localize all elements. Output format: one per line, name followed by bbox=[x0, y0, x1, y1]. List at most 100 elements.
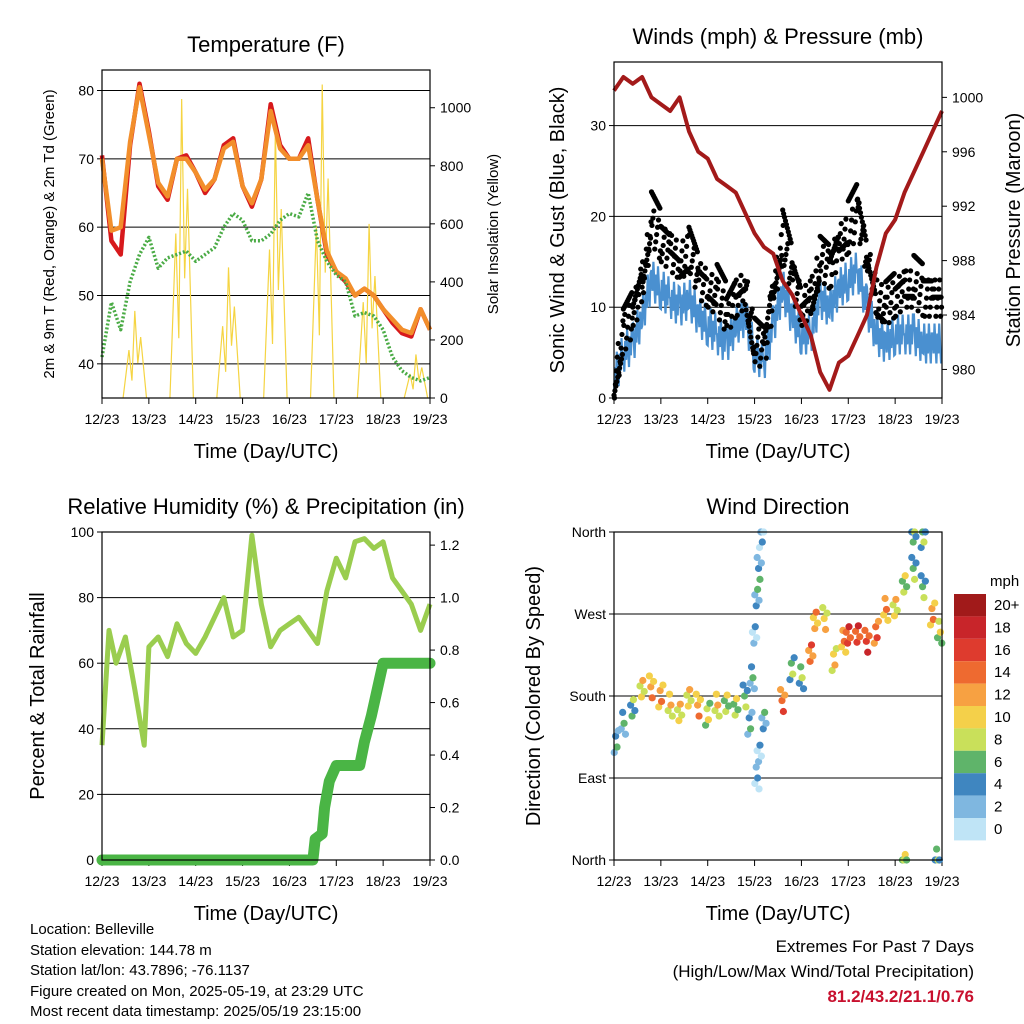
gust-point bbox=[819, 251, 826, 258]
direction-point bbox=[929, 615, 937, 624]
gust-point bbox=[857, 241, 863, 247]
gust-point bbox=[708, 280, 714, 286]
direction-point bbox=[758, 714, 766, 722]
gust-point bbox=[916, 300, 922, 306]
gust-point bbox=[754, 342, 760, 348]
gust-point bbox=[718, 302, 724, 308]
gust-point bbox=[646, 248, 652, 254]
direction-point bbox=[898, 577, 907, 585]
gust-point bbox=[880, 310, 887, 317]
gust-point bbox=[769, 308, 775, 314]
gust-point bbox=[618, 345, 624, 351]
direction-point bbox=[754, 585, 762, 594]
gust-point bbox=[657, 205, 663, 211]
direction-point bbox=[752, 763, 760, 771]
gust-point bbox=[757, 363, 763, 369]
gust-point bbox=[647, 241, 653, 247]
gust-point bbox=[813, 268, 819, 274]
y2-tick-label: 0.8 bbox=[440, 642, 460, 658]
gust-point bbox=[802, 292, 808, 298]
series-t9m bbox=[99, 84, 433, 336]
direction-point bbox=[837, 643, 846, 651]
x-tick-label: 14/23 bbox=[690, 873, 725, 889]
gust-point bbox=[714, 286, 721, 292]
gust-point bbox=[882, 319, 888, 325]
direction-point bbox=[657, 697, 666, 706]
gust-point bbox=[756, 326, 762, 332]
direction-point bbox=[753, 747, 761, 755]
direction-point bbox=[702, 721, 710, 729]
direction-point bbox=[889, 601, 897, 609]
gust-point bbox=[907, 277, 913, 283]
gust-point bbox=[862, 232, 868, 239]
legend-label: 16 bbox=[994, 642, 1011, 659]
x-tick-label: 16/23 bbox=[784, 411, 819, 427]
gust-point bbox=[653, 239, 659, 245]
gust-point bbox=[690, 251, 696, 258]
direction-point bbox=[734, 706, 742, 714]
direction-point bbox=[647, 683, 655, 691]
gust-point bbox=[771, 295, 777, 301]
gust-point bbox=[908, 304, 915, 310]
direction-point bbox=[720, 696, 728, 705]
gust-point bbox=[833, 270, 839, 276]
gust-point bbox=[680, 238, 686, 244]
direction-point bbox=[750, 685, 758, 693]
direction-point bbox=[820, 614, 828, 623]
extremes-box: Extremes For Past 7 Days (High/Low/Max W… bbox=[673, 934, 974, 1009]
gust-point bbox=[615, 340, 621, 347]
direction-point bbox=[712, 690, 720, 698]
direction-point bbox=[640, 687, 648, 696]
direction-point bbox=[754, 774, 762, 782]
gust-point bbox=[669, 232, 675, 239]
gust-point bbox=[623, 346, 629, 352]
gust-point bbox=[669, 270, 676, 276]
x-tick-label: 14/23 bbox=[178, 873, 213, 889]
panel-title: Wind Direction bbox=[706, 494, 849, 519]
direction-point bbox=[920, 594, 928, 602]
panel-temperature: Temperature (F)4050607080020040060080010… bbox=[41, 32, 502, 463]
series-t2m bbox=[99, 81, 433, 339]
gust-point bbox=[619, 331, 625, 338]
gust-point bbox=[629, 290, 635, 296]
gust-point bbox=[867, 251, 873, 258]
gust-point bbox=[852, 219, 858, 225]
gust-point bbox=[617, 360, 624, 367]
direction-point bbox=[683, 691, 691, 699]
direction-point bbox=[829, 650, 838, 658]
direction-point bbox=[909, 538, 917, 546]
direction-point bbox=[779, 707, 787, 716]
plot-border bbox=[101, 531, 431, 861]
gust-point bbox=[784, 246, 790, 252]
direction-point bbox=[809, 614, 817, 622]
y-tick-label: South bbox=[569, 688, 606, 704]
gust-point bbox=[887, 310, 893, 316]
gust-point bbox=[777, 245, 783, 251]
direction-point bbox=[703, 705, 711, 713]
gust-point bbox=[620, 318, 626, 324]
x-tick-label: 19/23 bbox=[412, 873, 447, 889]
station-info: Location: Belleville Station elevation: … bbox=[30, 920, 364, 1023]
gust-point bbox=[818, 260, 825, 266]
gust-point bbox=[815, 288, 821, 294]
direction-point bbox=[648, 694, 656, 702]
gust-point bbox=[842, 226, 848, 232]
gust-point bbox=[810, 306, 816, 312]
gust-point bbox=[722, 278, 729, 284]
x-tick-label: 16/23 bbox=[784, 873, 819, 889]
y-axis-label: Direction (Colored By Speed) bbox=[523, 566, 545, 826]
direction-point bbox=[870, 639, 878, 647]
direction-point bbox=[694, 701, 702, 709]
gust-point bbox=[765, 315, 771, 321]
direction-point bbox=[753, 634, 761, 642]
legend-label: 6 bbox=[994, 754, 1002, 771]
direction-point bbox=[739, 681, 747, 689]
gust-point bbox=[617, 365, 623, 371]
direction-point bbox=[755, 785, 763, 793]
direction-point bbox=[912, 559, 920, 567]
y-tick-label: 40 bbox=[78, 721, 94, 737]
legend-label: 14 bbox=[994, 664, 1011, 681]
y-tick-label: 70 bbox=[78, 151, 94, 167]
legend-swatch bbox=[954, 706, 986, 729]
y2-tick-label: 1.0 bbox=[440, 590, 460, 606]
